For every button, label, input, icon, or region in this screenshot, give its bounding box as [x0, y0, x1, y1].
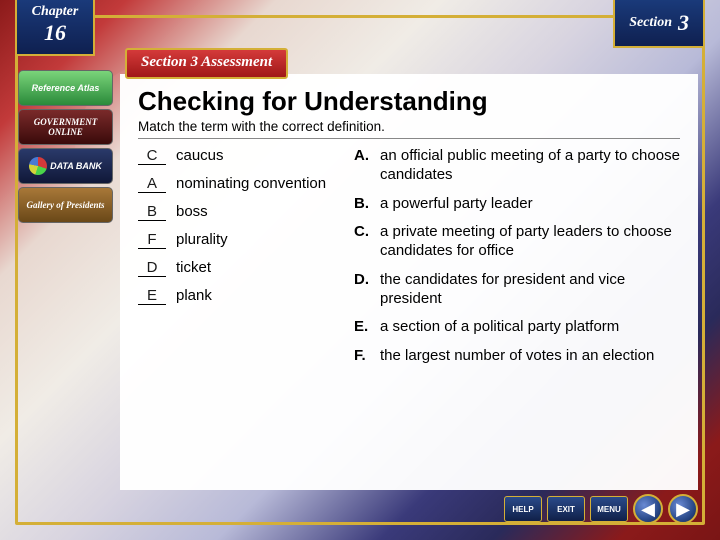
content-panel: Checking for Understanding Match the ter…: [120, 74, 698, 490]
definition-letter: F.: [354, 347, 374, 366]
definition-letter: D.: [354, 271, 374, 309]
chapter-label: Chapter: [32, 4, 79, 20]
forward-button[interactable]: ▶: [668, 494, 698, 524]
term-text: plurality: [176, 231, 338, 248]
section-tab[interactable]: Section 3: [613, 0, 705, 48]
definition-letter: B.: [354, 195, 374, 214]
definition-text: a powerful party leader: [380, 195, 533, 214]
help-button[interactable]: HELP: [504, 496, 542, 522]
page-title: Checking for Understanding: [138, 86, 680, 117]
definitions-column: A. an official public meeting of a party…: [354, 147, 680, 376]
definition-text: the candidates for president and vice pr…: [380, 271, 680, 309]
definition-row: F. the largest number of votes in an ele…: [354, 347, 680, 366]
answer-blank[interactable]: D: [138, 259, 166, 277]
term-row: A nominating convention: [138, 175, 338, 193]
sidebar-item-label: GOVERNMENT ONLINE: [22, 117, 109, 137]
sidebar-government-online[interactable]: GOVERNMENT ONLINE: [18, 109, 113, 145]
definition-letter: E.: [354, 318, 374, 337]
term-text: ticket: [176, 259, 338, 276]
definition-row: D. the candidates for president and vice…: [354, 271, 680, 309]
bottom-nav: HELP EXIT MENU ◀ ▶: [504, 494, 698, 524]
sidebar-reference-atlas[interactable]: Reference Atlas: [18, 70, 113, 106]
term-row: C caucus: [138, 147, 338, 165]
instruction-text: Match the term with the correct definiti…: [138, 119, 680, 139]
term-text: caucus: [176, 147, 338, 164]
sidebar-item-label: Reference Atlas: [32, 83, 100, 93]
term-text: boss: [176, 203, 338, 220]
term-row: D ticket: [138, 259, 338, 277]
pie-chart-icon: [29, 157, 47, 175]
answer-blank[interactable]: C: [138, 147, 166, 165]
definition-row: C. a private meeting of party leaders to…: [354, 223, 680, 261]
definition-text: a private meeting of party leaders to ch…: [380, 223, 680, 261]
sidebar-item-label: DATA BANK: [50, 161, 102, 171]
answer-blank[interactable]: B: [138, 203, 166, 221]
back-button[interactable]: ◀: [633, 494, 663, 524]
section-number: 3: [678, 10, 689, 36]
section-label: Section: [629, 15, 672, 31]
term-text: nominating convention: [176, 175, 338, 192]
definition-letter: A.: [354, 147, 374, 185]
definition-row: B. a powerful party leader: [354, 195, 680, 214]
arrow-right-icon: ▶: [676, 499, 690, 520]
top-bar: Chapter 16 Section 3: [0, 0, 720, 44]
definition-letter: C.: [354, 223, 374, 261]
answer-blank[interactable]: A: [138, 175, 166, 193]
term-row: B boss: [138, 203, 338, 221]
menu-button[interactable]: MENU: [590, 496, 628, 522]
assessment-badge: Section 3 Assessment: [125, 48, 288, 79]
term-text: plank: [176, 287, 338, 304]
chapter-number: 16: [44, 20, 66, 46]
arrow-left-icon: ◀: [641, 499, 655, 520]
sidebar-item-label: Gallery of Presidents: [27, 200, 105, 210]
answer-blank[interactable]: F: [138, 231, 166, 249]
exit-button[interactable]: EXIT: [547, 496, 585, 522]
definition-row: E. a section of a political party platfo…: [354, 318, 680, 337]
sidebar: Reference Atlas GOVERNMENT ONLINE DATA B…: [18, 70, 113, 223]
terms-column: C caucus A nominating convention B boss …: [138, 147, 338, 376]
matching-exercise: C caucus A nominating convention B boss …: [138, 147, 680, 376]
answer-blank[interactable]: E: [138, 287, 166, 305]
term-row: E plank: [138, 287, 338, 305]
definition-text: a section of a political party platform: [380, 318, 619, 337]
term-row: F plurality: [138, 231, 338, 249]
definition-text: the largest number of votes in an electi…: [380, 347, 654, 366]
sidebar-data-bank[interactable]: DATA BANK: [18, 148, 113, 184]
definition-row: A. an official public meeting of a party…: [354, 147, 680, 185]
chapter-tab[interactable]: Chapter 16: [15, 0, 95, 56]
sidebar-gallery-presidents[interactable]: Gallery of Presidents: [18, 187, 113, 223]
definition-text: an official public meeting of a party to…: [380, 147, 680, 185]
